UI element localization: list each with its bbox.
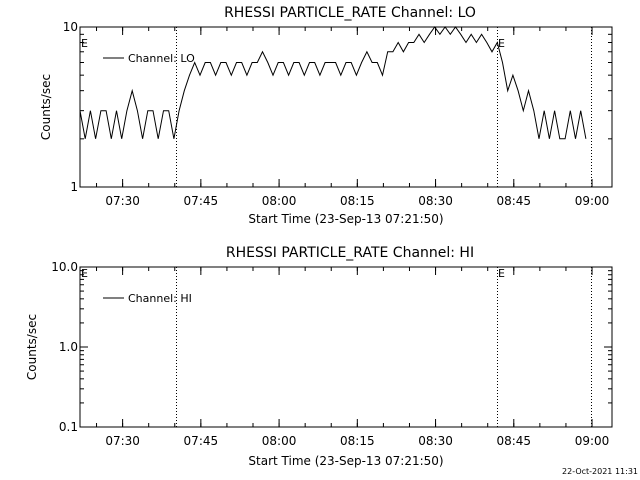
timestamp: 22-Oct-2021 11:31 bbox=[562, 467, 638, 476]
x-tick-label: 08:30 bbox=[418, 434, 453, 448]
y-tick-label: 0.1 bbox=[59, 420, 78, 434]
x-tick-label: 08:45 bbox=[496, 194, 531, 208]
x-tick-label: 09:00 bbox=[575, 434, 610, 448]
event-mark: E bbox=[81, 37, 88, 50]
y-tick-label: 1 bbox=[70, 180, 78, 194]
x-axis-label: Start Time (23-Sep-13 07:21:50) bbox=[248, 212, 443, 226]
series-line-lo bbox=[79, 26, 587, 140]
panel-title: RHESSI PARTICLE_RATE Channel: HI bbox=[226, 245, 474, 261]
event-mark: E bbox=[498, 267, 505, 280]
plot-frame bbox=[79, 266, 613, 428]
x-tick-label: 07:30 bbox=[105, 434, 140, 448]
x-tick-label: 08:15 bbox=[340, 434, 375, 448]
x-tick-label: 07:45 bbox=[184, 194, 219, 208]
panel-title: RHESSI PARTICLE_RATE Channel: LO bbox=[224, 5, 476, 21]
plot-frame bbox=[79, 26, 613, 188]
y-tick-label: 10.0 bbox=[51, 260, 78, 274]
x-tick-label: 08:45 bbox=[496, 434, 531, 448]
x-axis-label: Start Time (23-Sep-13 07:21:50) bbox=[248, 454, 443, 468]
x-tick-label: 08:30 bbox=[418, 194, 453, 208]
y-tick-label: 1.0 bbox=[59, 340, 78, 354]
x-tick-label: 08:00 bbox=[262, 194, 297, 208]
event-mark: E bbox=[498, 37, 505, 50]
event-mark: E bbox=[81, 267, 88, 280]
y-tick-label: 10 bbox=[63, 20, 78, 34]
panel-lo: RHESSI PARTICLE_RATE Channel: LO E E Cha… bbox=[39, 5, 613, 226]
x-tick-label: 08:00 bbox=[262, 434, 297, 448]
x-tick-label: 09:00 bbox=[575, 194, 610, 208]
legend-label: Channel: LO bbox=[128, 52, 195, 65]
x-tick-label: 08:15 bbox=[340, 194, 375, 208]
legend-label: Channel: HI bbox=[128, 292, 192, 305]
y-axis-label: Counts/sec bbox=[25, 314, 39, 380]
panel-hi: RHESSI PARTICLE_RATE Channel: HI E E Cha… bbox=[25, 245, 613, 468]
x-tick-label: 07:30 bbox=[105, 194, 140, 208]
x-tick-label: 07:45 bbox=[184, 434, 219, 448]
y-axis-label: Counts/sec bbox=[39, 74, 53, 140]
